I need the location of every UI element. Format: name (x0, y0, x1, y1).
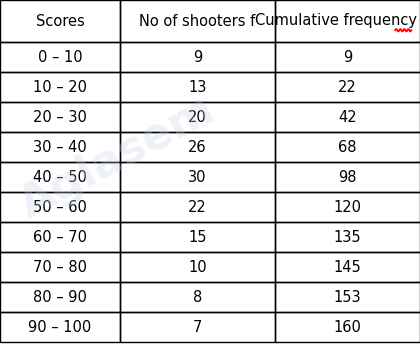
Bar (0, 222, 120, 252)
Text: 10 – 20: 10 – 20 (33, 79, 87, 94)
Text: 9: 9 (193, 49, 202, 64)
Text: 42: 42 (338, 110, 357, 125)
Bar (0, 162, 120, 192)
Bar (275, 222, 420, 252)
Bar (0, 192, 120, 222)
Bar (275, 162, 420, 192)
Bar (0, 102, 120, 132)
Text: 30: 30 (188, 169, 207, 184)
Text: 0 – 10: 0 – 10 (38, 49, 82, 64)
Bar (0, 72, 120, 102)
Bar (120, 162, 275, 192)
Text: Aglasem: Aglasem (13, 88, 223, 227)
Text: 120: 120 (333, 199, 362, 215)
Text: 80 – 90: 80 – 90 (33, 289, 87, 304)
Text: 30 – 40: 30 – 40 (33, 140, 87, 154)
Text: 68: 68 (338, 140, 357, 154)
Bar (0, 132, 120, 162)
Text: 145: 145 (333, 259, 361, 274)
Text: 10: 10 (188, 259, 207, 274)
Bar (275, 282, 420, 312)
Text: Cumulative frequency c.f: Cumulative frequency c.f (255, 14, 420, 28)
Text: Scores: Scores (36, 14, 84, 28)
Bar (120, 102, 275, 132)
Bar (0, 42, 120, 72)
Text: 153: 153 (333, 289, 361, 304)
Text: 135: 135 (333, 230, 361, 245)
Text: 40 – 50: 40 – 50 (33, 169, 87, 184)
Text: 98: 98 (338, 169, 357, 184)
Text: 90 – 100: 90 – 100 (29, 320, 92, 335)
Bar (120, 282, 275, 312)
Text: 20: 20 (188, 110, 207, 125)
Bar (275, 192, 420, 222)
Bar (120, 72, 275, 102)
Bar (275, 42, 420, 72)
Bar (275, 0, 420, 42)
Text: No of shooters f: No of shooters f (139, 14, 256, 28)
Text: 7: 7 (193, 320, 202, 335)
Bar (0, 252, 120, 282)
Bar (275, 102, 420, 132)
Text: 15: 15 (188, 230, 207, 245)
Bar (120, 192, 275, 222)
Bar (120, 252, 275, 282)
Bar (275, 132, 420, 162)
Text: 8: 8 (193, 289, 202, 304)
Text: 22: 22 (338, 79, 357, 94)
Bar (0, 0, 120, 42)
Bar (0, 282, 120, 312)
Bar (120, 222, 275, 252)
Text: 9: 9 (343, 49, 352, 64)
Bar (275, 312, 420, 342)
Bar (120, 312, 275, 342)
Text: 160: 160 (333, 320, 362, 335)
Bar (120, 132, 275, 162)
Bar (275, 72, 420, 102)
Text: 50 – 60: 50 – 60 (33, 199, 87, 215)
Text: 20 – 30: 20 – 30 (33, 110, 87, 125)
Text: 13: 13 (188, 79, 207, 94)
Bar (120, 42, 275, 72)
Text: 22: 22 (188, 199, 207, 215)
Bar (275, 252, 420, 282)
Text: 70 – 80: 70 – 80 (33, 259, 87, 274)
Text: 60 – 70: 60 – 70 (33, 230, 87, 245)
Bar (0, 312, 120, 342)
Text: 26: 26 (188, 140, 207, 154)
Bar (120, 0, 275, 42)
